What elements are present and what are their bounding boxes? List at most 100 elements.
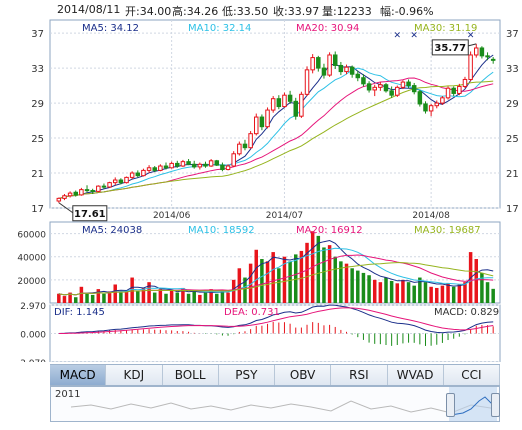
candle-body: [344, 66, 349, 73]
volume-tick: 60000: [17, 231, 46, 241]
tab-rsi[interactable]: RSI: [331, 365, 388, 385]
candle-body: [129, 172, 135, 178]
volume-bar: [198, 294, 202, 303]
candle-body: [265, 109, 270, 128]
macd-legend-macd: MACD: 0.829: [434, 307, 499, 318]
volume-bar: [451, 286, 456, 303]
volume-bar: [260, 259, 264, 303]
volume-bar: [254, 249, 259, 303]
candle-body: [423, 103, 428, 112]
volume-bar: [119, 292, 123, 303]
high-marker-box: [431, 39, 469, 56]
candle-body: [395, 86, 400, 96]
candle-body: [237, 143, 242, 155]
indicator-tabs: MACD KDJ BOLL PSY OBV RSI WVAD CCI: [50, 364, 500, 386]
candle-body: [468, 54, 473, 80]
range-overview[interactable]: 2011: [50, 386, 500, 422]
volume-bar: [220, 290, 225, 303]
macd-tick: 2.970: [20, 302, 46, 312]
candle-body: [124, 176, 129, 184]
candle-body: [141, 169, 146, 177]
date-tick-label: 2014/06: [153, 211, 191, 221]
candle-body: [112, 179, 118, 184]
range-handle-left[interactable]: [446, 393, 455, 417]
volume-ma5-line: [58, 239, 494, 296]
volume-tick: 40000: [17, 254, 46, 264]
volume-bar: [395, 283, 400, 303]
candle-body: [474, 47, 479, 56]
volume-bar: [152, 292, 157, 303]
volume-bar: [226, 292, 230, 303]
quote-change: 幅:-0.96%: [380, 5, 434, 18]
low-marker-label: 17.61: [74, 209, 106, 220]
tab-wvad[interactable]: WVAD: [387, 365, 444, 385]
macd-legend-dea: DEA: 0.731: [224, 307, 280, 318]
low-marker-box: [72, 205, 108, 222]
candle-body: [310, 57, 315, 71]
candle-body: [406, 81, 411, 87]
volume-bar: [79, 286, 84, 303]
legend-ma30: MA30: 31.19: [414, 23, 477, 34]
volume-bar: [333, 256, 337, 303]
candle-body: [440, 97, 445, 104]
candle-body: [383, 84, 389, 92]
candle-body: [214, 160, 220, 166]
volume-bar: [491, 288, 495, 303]
candle-body: [389, 90, 394, 96]
candle-body: [428, 105, 434, 112]
candle-body: [73, 191, 78, 196]
volume-bar: [102, 293, 106, 303]
price-tick-right: 17: [506, 204, 519, 215]
volume-bar: [215, 293, 219, 303]
volume-bar: [322, 247, 326, 303]
candle-body: [276, 98, 282, 108]
event-marker: ✕: [467, 31, 475, 41]
candle-body: [349, 66, 355, 75]
candle-body: [203, 163, 208, 167]
volume-bar: [124, 290, 129, 303]
tab-obv[interactable]: OBV: [275, 365, 332, 385]
candle-body: [366, 83, 372, 91]
tab-kdj[interactable]: KDJ: [106, 365, 163, 385]
volume-bar: [282, 256, 287, 303]
tab-cci[interactable]: CCI: [443, 365, 500, 385]
candle-body: [485, 55, 490, 58]
volume-bar: [113, 284, 117, 303]
volume-legend-ma20: MA20: 16912: [296, 225, 363, 236]
candle-body: [378, 84, 383, 88]
candle-body: [169, 162, 174, 169]
price-tick-right: 37: [506, 29, 519, 40]
candle-body: [304, 69, 310, 95]
volume-bar: [248, 263, 253, 303]
tab-psy[interactable]: PSY: [218, 365, 275, 385]
candle-body: [327, 54, 332, 76]
volume-bar: [327, 245, 332, 303]
volume-bar: [231, 279, 236, 303]
volume-bar: [90, 294, 95, 303]
volume-bar: [288, 261, 292, 303]
candle-body: [462, 78, 468, 87]
volume-bar: [401, 279, 405, 303]
price-tick-right: 33: [506, 64, 519, 75]
candle-body: [84, 189, 90, 192]
candle-body: [163, 165, 169, 169]
date-tick-label: 2014/08: [412, 211, 450, 221]
candle-body: [146, 167, 152, 171]
candle-body: [293, 100, 298, 117]
volume-bar: [367, 275, 371, 303]
candle-body: [372, 86, 377, 91]
candle-body: [355, 73, 361, 79]
candle-body: [259, 116, 265, 128]
volume-bar: [147, 282, 151, 303]
candle-body: [457, 85, 462, 94]
candle-body: [451, 87, 456, 94]
price-ma30-line: [58, 80, 494, 199]
price-tick-left: 29: [31, 99, 44, 110]
range-handle-right[interactable]: [491, 393, 500, 417]
candle-body: [299, 93, 304, 117]
candle-body: [479, 47, 485, 57]
volume-bar: [192, 291, 196, 303]
tab-boll[interactable]: BOLL: [162, 365, 219, 385]
tab-macd[interactable]: MACD: [50, 365, 107, 385]
candle-body: [118, 179, 124, 184]
